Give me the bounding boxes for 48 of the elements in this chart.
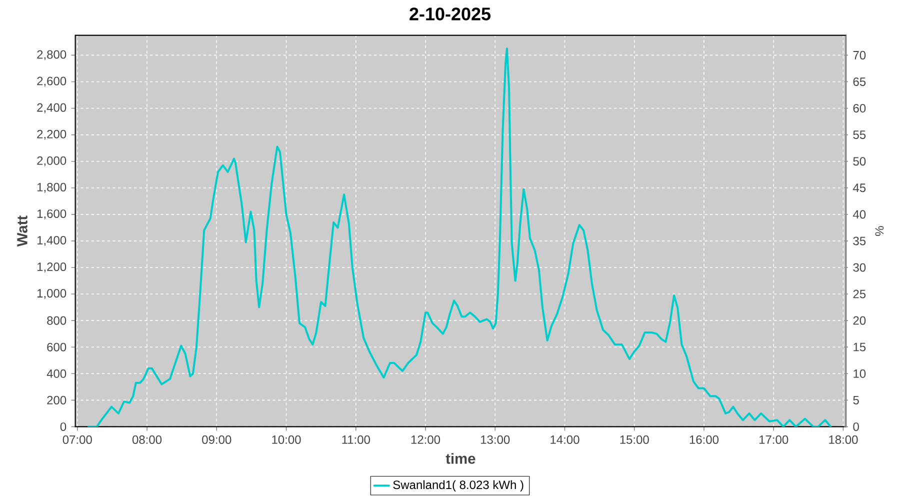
line-series [88,48,832,427]
x-tick-label: 10:00 [272,435,301,444]
x-tick-label: 17:00 [760,435,788,444]
x-tick-label: 07:00 [62,435,92,444]
x-tick-label: 15:00 [620,435,649,444]
y2-tick-label: 15 [854,342,866,352]
y2-tick-label: 50 [853,157,866,166]
y-tick-label: 1,000 [37,289,66,299]
y2-tick-label: 10 [854,369,866,378]
y2-axis-title: % [875,226,884,236]
y-axis-title: Watt [17,216,28,247]
y2-tick-label: 20 [853,316,866,325]
y-tick-label: 2,000 [37,156,66,166]
x-tick-label: 11:00 [342,435,370,444]
y-tick-label: 2,800 [37,50,66,60]
y-tick-label: 1,800 [37,182,66,193]
y-tick-label: 200 [47,396,66,404]
x-tick-label: 16:00 [690,435,719,444]
y2-tick-label: 60 [853,104,866,113]
y2-tick-label: 30 [853,263,866,272]
y-tick-label: 0 [60,422,66,431]
y2-tick-label: 5 [853,396,859,404]
y2-tick-label: 55 [853,130,866,139]
y-tick-label: 600 [47,342,66,352]
y-tick-label: 800 [47,316,66,325]
x-tick-label: 13:00 [481,435,510,444]
y2-tick-label: 35 [853,236,866,246]
y2-tick-label: 70 [853,50,866,60]
y2-tick-label: 45 [853,184,866,192]
y-tick-label: 400 [46,369,66,378]
x-tick-label: 08:00 [132,435,162,444]
x-tick-label: 12:00 [411,435,440,444]
y-tick-label: 2,600 [37,76,66,87]
x-axis-title: time [446,453,476,464]
x-tick-label: 09:00 [202,435,232,444]
y-tick-label: 1,600 [37,209,66,220]
y-tick-label: 2,200 [37,130,66,140]
y2-tick-label: 40 [853,210,866,219]
y2-tick-label: 0 [853,422,859,431]
y-tick-label: 2,400 [37,103,66,114]
y2-tick-label: 65 [853,77,866,86]
chart-title: 2-10-2025 [410,8,491,20]
y2-tick-label: 25 [853,290,866,298]
y-tick-label: 1,400 [37,236,66,246]
y-tick-label: 1,200 [37,262,66,272]
x-tick-label: 18:00 [829,435,858,444]
legend-label: Swanland1( 8.023 kWh ) [393,480,524,492]
x-tick-label: 14:00 [550,435,580,444]
